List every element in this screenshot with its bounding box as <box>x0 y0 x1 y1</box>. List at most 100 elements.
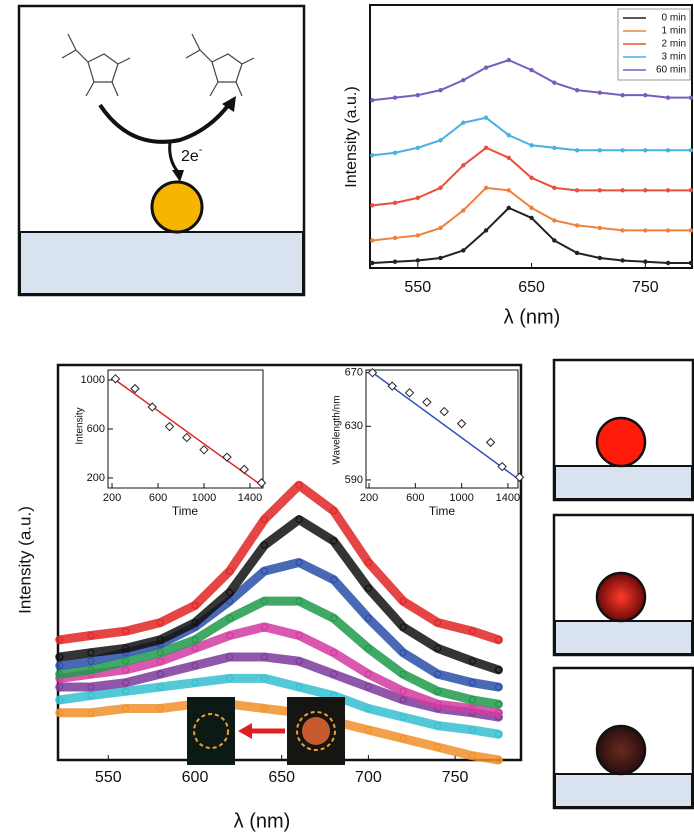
data-point <box>506 133 512 138</box>
data-point <box>688 260 694 266</box>
data-point <box>87 649 95 657</box>
data-point <box>226 653 234 661</box>
data-point <box>122 687 130 695</box>
data-point <box>597 188 603 193</box>
data-point <box>87 657 95 665</box>
y-tick-label: 200 <box>87 472 105 484</box>
arrow-head <box>172 170 184 182</box>
data-point <box>620 258 625 263</box>
data-point <box>156 649 164 657</box>
data-point <box>295 683 303 691</box>
data-point <box>295 657 303 665</box>
data-point <box>226 567 234 575</box>
data-point <box>392 95 398 100</box>
data-point <box>468 726 477 734</box>
x-tick-label: 1000 <box>192 492 216 504</box>
data-point <box>468 657 477 665</box>
x-tick-label: 600 <box>182 769 209 786</box>
arrow-head <box>238 723 252 739</box>
data-point <box>364 584 373 592</box>
data-point <box>260 674 268 683</box>
data-point <box>399 687 407 695</box>
data-point <box>688 148 694 153</box>
data-point <box>506 188 512 193</box>
data-point <box>485 437 496 448</box>
gold-particle <box>150 180 204 234</box>
series-line <box>55 699 503 765</box>
data-point <box>392 235 398 241</box>
data-point <box>392 259 398 264</box>
y-axis-label: Intensity (a.u.) <box>343 86 360 187</box>
data-point <box>399 623 407 631</box>
molecule-product <box>185 33 255 97</box>
particle-outline <box>193 713 229 749</box>
y-tick-label: 630 <box>345 420 363 432</box>
data-point <box>399 670 407 678</box>
data-point <box>226 614 234 622</box>
data-point <box>191 661 199 670</box>
series-line <box>55 515 503 675</box>
data-point <box>260 653 268 661</box>
data-point <box>87 709 95 717</box>
data-point <box>122 657 130 665</box>
data-point <box>665 148 671 153</box>
data-point <box>226 631 234 640</box>
data-point <box>461 120 466 125</box>
data-point <box>226 674 234 683</box>
data-point <box>404 388 415 398</box>
data-point <box>370 153 375 158</box>
data-point <box>461 248 466 253</box>
x-tick-label: 700 <box>355 769 382 786</box>
data-point <box>415 145 420 150</box>
data-point <box>574 87 580 93</box>
data-point <box>364 558 373 567</box>
data-point <box>122 679 130 687</box>
fit-line <box>111 376 262 486</box>
data-point <box>597 255 603 261</box>
data-point <box>87 683 95 691</box>
data-point <box>415 195 420 201</box>
x-tick-label: 650 <box>268 769 295 786</box>
data-point <box>364 614 373 622</box>
data-point <box>122 644 130 652</box>
data-point <box>529 205 534 211</box>
data-point <box>415 258 420 263</box>
data-point <box>415 233 420 238</box>
data-point <box>399 713 407 721</box>
data-point <box>597 225 603 231</box>
data-point <box>688 188 694 193</box>
data-point <box>260 515 268 524</box>
data-point <box>461 208 466 213</box>
reaction-schematic: 2e- <box>17 4 306 297</box>
data-point <box>468 679 477 687</box>
data-point <box>494 636 503 644</box>
data-point <box>156 683 164 691</box>
data-point <box>643 259 648 264</box>
data-point <box>370 238 375 243</box>
legend-label: 60 min <box>656 65 686 76</box>
data-point <box>295 631 303 640</box>
data-point <box>370 97 375 103</box>
particle-outline <box>296 711 336 751</box>
data-point <box>330 649 338 657</box>
data-point <box>226 588 234 597</box>
data-point <box>182 432 192 443</box>
data-point <box>665 188 671 193</box>
data-point <box>87 666 95 674</box>
data-point <box>494 666 503 674</box>
data-point <box>199 445 209 455</box>
data-point <box>597 148 603 153</box>
data-point <box>434 670 442 678</box>
y-tick-label: 670 <box>345 367 363 379</box>
data-point <box>392 150 398 155</box>
data-point <box>87 691 95 700</box>
data-point <box>191 679 199 687</box>
data-point <box>364 704 373 713</box>
data-point <box>156 670 164 678</box>
data-point <box>392 200 398 206</box>
x-tick-label: 550 <box>95 769 122 786</box>
data-point <box>574 148 580 153</box>
data-point <box>483 65 489 70</box>
